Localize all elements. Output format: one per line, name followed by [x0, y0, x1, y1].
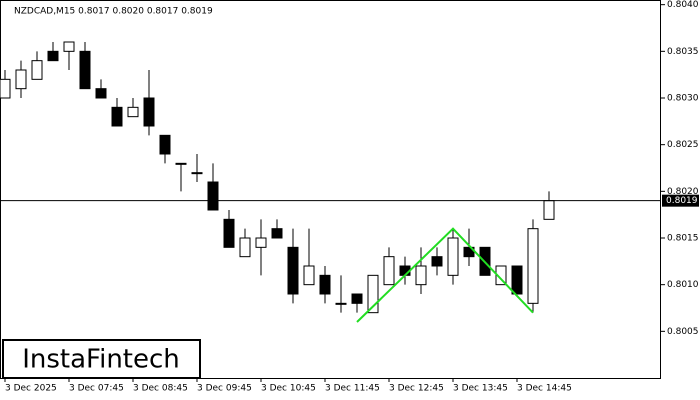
candle-body — [543, 200, 555, 220]
plot-frame — [0, 0, 661, 379]
candle-body — [495, 265, 507, 286]
candle-body — [159, 134, 171, 155]
x-tick-label: 3 Dec 07:45 — [69, 384, 124, 394]
candle-body — [0, 78, 11, 99]
candle-body — [223, 218, 235, 248]
candle-body — [111, 106, 123, 127]
x-tick-label: 3 Dec 2025 — [5, 384, 57, 394]
candle-body — [431, 256, 443, 267]
y-tick-label: 0.8020 — [667, 187, 699, 197]
pattern-line — [356, 227, 534, 323]
x-tick-label: 3 Dec 09:45 — [197, 384, 252, 394]
price-label: 0.8019 — [666, 196, 698, 206]
x-tick-label: 3 Dec 08:45 — [133, 384, 188, 394]
candle-body — [335, 302, 347, 305]
y-tick-label: 0.8025 — [667, 140, 699, 150]
candle-body — [287, 246, 299, 295]
candle-body — [351, 293, 363, 304]
candle-body — [95, 88, 107, 99]
candle-body — [239, 237, 251, 258]
chart-title: NZDCAD,M15 0.8017 0.8020 0.8017 0.8019 — [14, 7, 213, 17]
y-tick-label: 0.8040 — [667, 0, 699, 10]
candle-body — [31, 60, 43, 80]
candle-body — [415, 265, 427, 286]
x-tick-label: 3 Dec 12:45 — [389, 384, 444, 394]
x-tick-label: 3 Dec 13:45 — [453, 384, 508, 394]
logo-box — [2, 339, 201, 379]
logo-text: InstaFintech — [22, 345, 180, 375]
candle-body — [527, 228, 539, 304]
candle-body — [63, 41, 75, 52]
candle-body — [319, 274, 331, 295]
y-tick-label: 0.8030 — [667, 94, 699, 104]
candle-body — [47, 50, 59, 62]
candle-body — [367, 274, 379, 314]
candle-body — [175, 162, 187, 165]
candle-body — [191, 172, 203, 175]
candle-body — [303, 265, 315, 286]
y-tick-label: 0.8005 — [667, 327, 699, 337]
x-tick-label: 3 Dec 10:45 — [261, 384, 316, 394]
candle-body — [271, 228, 283, 239]
candle-body — [143, 97, 155, 127]
x-tick-label: 3 Dec 11:45 — [325, 384, 380, 394]
candle-body — [383, 256, 395, 286]
candle-body — [255, 237, 267, 248]
x-tick-label: 3 Dec 14:45 — [517, 384, 572, 394]
y-tick-label: 0.8015 — [667, 234, 699, 244]
y-tick-label: 0.8035 — [667, 47, 699, 57]
y-tick-label: 0.8010 — [667, 280, 699, 290]
candle-body — [79, 50, 91, 90]
candle-body — [207, 181, 219, 211]
price-label-box — [662, 194, 699, 207]
candle-body — [447, 237, 459, 276]
candle-body — [15, 69, 27, 90]
candle-body — [127, 106, 139, 118]
candle-body — [511, 265, 523, 295]
